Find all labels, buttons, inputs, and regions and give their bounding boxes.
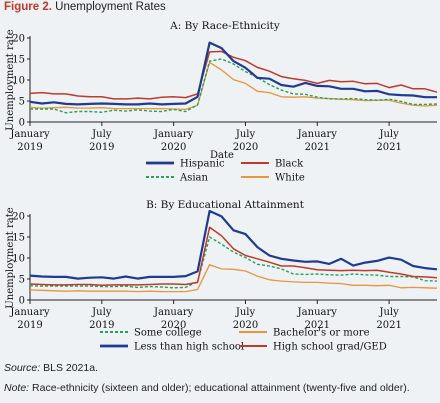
legend-label: Some college xyxy=(134,328,202,339)
y-axis-label: Unemployment rate xyxy=(5,207,16,308)
legend-label: Asian xyxy=(179,173,209,184)
chart-title: B: By Educational Attainment xyxy=(146,199,305,211)
x-tick-label-year: 2019 xyxy=(17,142,42,153)
x-axis-label: Date xyxy=(210,150,234,161)
legend: Hispanic Black Asian White xyxy=(146,159,305,184)
x-tick-label-year: 2019 xyxy=(89,320,114,331)
y-tick-label: 10 xyxy=(12,254,25,265)
x-tick-label-month: July xyxy=(91,129,112,140)
x-tick-label-month: July xyxy=(91,307,112,318)
series-line-high-school-grad-ged xyxy=(29,226,438,287)
x-tick-label-year: 2020 xyxy=(161,142,186,153)
x-tick-label-year: 2020 xyxy=(161,320,186,331)
x-tick-label-month: January xyxy=(153,129,194,140)
x-tick-label-year: 2021 xyxy=(305,320,330,331)
x-tick-label-month: July xyxy=(378,129,399,140)
x-tick-label-year: 2021 xyxy=(376,142,401,153)
x-tick-label-month: January xyxy=(297,307,338,318)
legend-label: Hispanic xyxy=(180,159,225,170)
series-line-some-college xyxy=(29,236,438,289)
x-tick-label-month: July xyxy=(235,129,256,140)
y-tick-label: 15 xyxy=(12,233,25,244)
y-tick-label: 20 xyxy=(12,34,25,45)
series-line-hispanic xyxy=(29,41,437,106)
y-tick-label: 5 xyxy=(19,275,25,286)
legend: Less than high school High school grad/GE… xyxy=(100,328,387,353)
y-tick-label: 15 xyxy=(12,55,25,66)
x-tick-label-year: 2021 xyxy=(305,142,330,153)
x-tick-label-month: January xyxy=(153,307,194,318)
source-line: Source: BLS 2021a. xyxy=(4,362,98,374)
x-tick-label-month: January xyxy=(9,129,50,140)
chart-panel-education: B: By Educational Attainment Unemploymen… xyxy=(5,199,438,353)
figure-title-text: Unemployment Rates xyxy=(55,1,166,13)
legend-label: High school grad/GED xyxy=(273,342,387,353)
x-tick-label-month: January xyxy=(297,129,338,140)
series-line-bachelor-s-or-more xyxy=(29,264,438,293)
series-line-white xyxy=(29,61,438,111)
chart-panel-race-ethnicity: A: By Race-Ethnicity Unemployment rate D… xyxy=(5,20,438,184)
note-line: Note: Race-ethnicity (sixteen and older)… xyxy=(4,382,410,394)
legend-label: White xyxy=(275,173,305,184)
y-tick-label: 0 xyxy=(19,118,25,129)
x-tick-label-year: 2020 xyxy=(233,320,258,331)
y-tick-label: 10 xyxy=(12,76,25,87)
x-tick-label-month: July xyxy=(378,307,399,318)
figure-title: Figure 2. Unemployment Rates xyxy=(4,1,166,13)
y-axis-label: Unemployment rate xyxy=(5,29,16,130)
series-lines xyxy=(29,209,438,293)
y-tick-label: 20 xyxy=(12,212,25,223)
series-lines xyxy=(29,41,438,114)
chart-title: A: By Race-Ethnicity xyxy=(169,20,280,32)
legend-label: Black xyxy=(275,159,304,170)
source-text: BLS 2021a. xyxy=(43,362,98,374)
legend-label: Bachelor's or more xyxy=(273,328,370,339)
axes: 0 5 10 15 20 January 2019 July 2019 January 2020 Ju… xyxy=(9,34,437,153)
x-tick-label-year: 2019 xyxy=(89,142,114,153)
note-label: Note: xyxy=(4,382,30,394)
x-tick-label-month: January xyxy=(9,307,50,318)
figure-number: Figure 2. xyxy=(4,1,52,13)
figure-charts: A: By Race-Ethnicity Unemployment rate D… xyxy=(5,20,438,353)
y-tick-label: 0 xyxy=(19,296,25,307)
source-label: Source: xyxy=(4,362,41,374)
x-tick-label-year: 2020 xyxy=(233,142,258,153)
x-tick-label-month: July xyxy=(235,307,256,318)
x-tick-label-year: 2021 xyxy=(376,320,401,331)
y-tick-label: 5 xyxy=(19,97,25,108)
note-text: Race-ethnicity (sixteen and older); educ… xyxy=(32,382,410,394)
axes: 0 5 10 15 20 January 2019 July 2019 January 2020 Ju… xyxy=(9,212,437,331)
legend-label: Less than high school xyxy=(134,342,244,353)
series-line-black xyxy=(29,50,438,100)
x-tick-label-year: 2019 xyxy=(17,320,42,331)
series-line-asian xyxy=(30,58,438,114)
series-line-less-than-high-school xyxy=(29,209,438,280)
